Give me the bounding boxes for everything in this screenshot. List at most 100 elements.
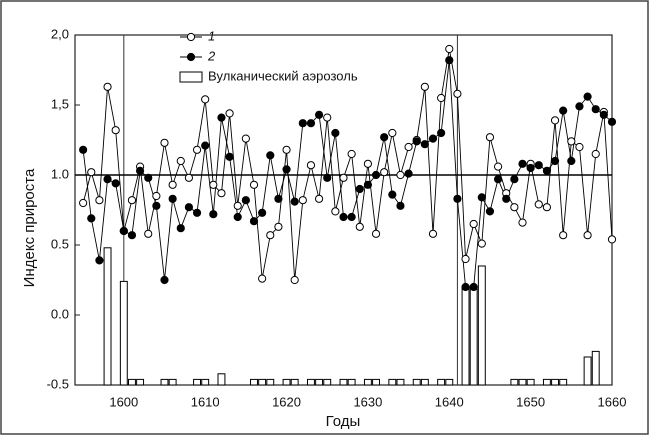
data-point [469,282,478,292]
aerosol-bar [160,378,169,386]
aerosol-bar [306,378,315,386]
x-tick-label: 1620 [272,394,301,409]
data-point [607,235,617,244]
data-point [306,161,316,170]
data-point [201,95,210,104]
data-point [428,134,438,143]
data-point [347,212,356,222]
data-point [445,44,454,54]
data-point [437,93,446,103]
aerosol-bar [347,378,356,386]
y-tick-label: -0.5 [47,376,69,391]
y-tick-label: 0.5 [51,236,69,251]
data-point [388,190,397,199]
data-point [428,229,438,238]
data-point [510,203,519,212]
aerosol-bar [591,350,600,386]
aerosol-bar [477,265,486,386]
data-point [298,119,307,128]
data-point [396,201,405,210]
data-point [575,102,584,111]
data-point [266,151,275,160]
data-point [542,203,552,212]
aerosol-bar [266,378,275,386]
x-axis-label: Годы [326,413,361,430]
data-point [103,82,112,91]
data-point [485,207,495,216]
data-point [518,159,527,168]
x-tick-label: 1650 [516,394,545,409]
x-tick-label: 1600 [109,394,138,409]
data-point [355,222,364,231]
data-point [249,180,259,189]
data-point [290,275,299,285]
data-point [176,156,185,166]
data-point [477,193,486,202]
x-tick-label: 1610 [191,394,220,409]
aerosol-bar [518,378,527,386]
data-point [209,180,218,189]
data-point [355,184,364,194]
aerosol-bar [510,378,519,386]
data-point [347,149,356,159]
series-line [82,48,613,281]
data-point [404,169,413,178]
legend-label: 2 [207,48,216,63]
data-point [380,133,389,142]
data-point [258,208,267,217]
aerosol-bar [258,378,267,386]
data-point [314,110,324,119]
data-point [493,175,503,184]
data-point [144,229,153,238]
data-point [331,128,340,138]
data-point [534,200,543,209]
data-point [339,212,348,222]
data-point [567,156,576,166]
aerosol-bar [339,378,348,386]
data-point [485,133,495,142]
data-point [607,117,617,126]
y-tick-label: 2,0 [51,26,69,41]
data-point [306,119,316,128]
data-point [152,191,161,201]
data-point [323,173,332,182]
aerosol-bar [168,378,177,386]
data-point [87,168,96,177]
data-point [282,165,291,174]
y-axis-label: Индекс прироста [21,168,38,287]
aerosol-bar [250,378,258,386]
data-point [461,254,470,264]
aerosol-bar [201,378,210,386]
data-point [95,256,104,265]
data-point [477,239,486,248]
aerosol-bar [193,378,202,386]
data-point [217,189,226,198]
data-point [404,142,413,152]
data-point [192,208,202,217]
data-point [550,156,560,166]
aerosol-bar [323,378,332,386]
data-point [266,231,275,240]
aerosol-bar [388,378,397,386]
aerosol-bar [420,378,429,386]
data-point [111,126,120,135]
data-point [396,170,405,180]
aerosol-bar [461,286,470,386]
data-point [184,173,194,182]
aerosol-bar [559,378,568,386]
aerosol-bar [127,378,136,386]
aerosol-bar [412,378,421,386]
aerosol-bar [372,378,381,386]
data-point [127,231,137,240]
data-point [591,149,600,159]
data-point [314,194,324,203]
y-tick-label: 1,5 [51,96,69,111]
data-point [184,203,194,212]
data-point [493,162,503,171]
data-point [567,137,576,146]
data-point [79,198,88,208]
aerosol-bar [542,378,551,386]
data-point [233,212,242,222]
data-point [420,140,429,149]
legend-label: 1 [208,28,215,43]
